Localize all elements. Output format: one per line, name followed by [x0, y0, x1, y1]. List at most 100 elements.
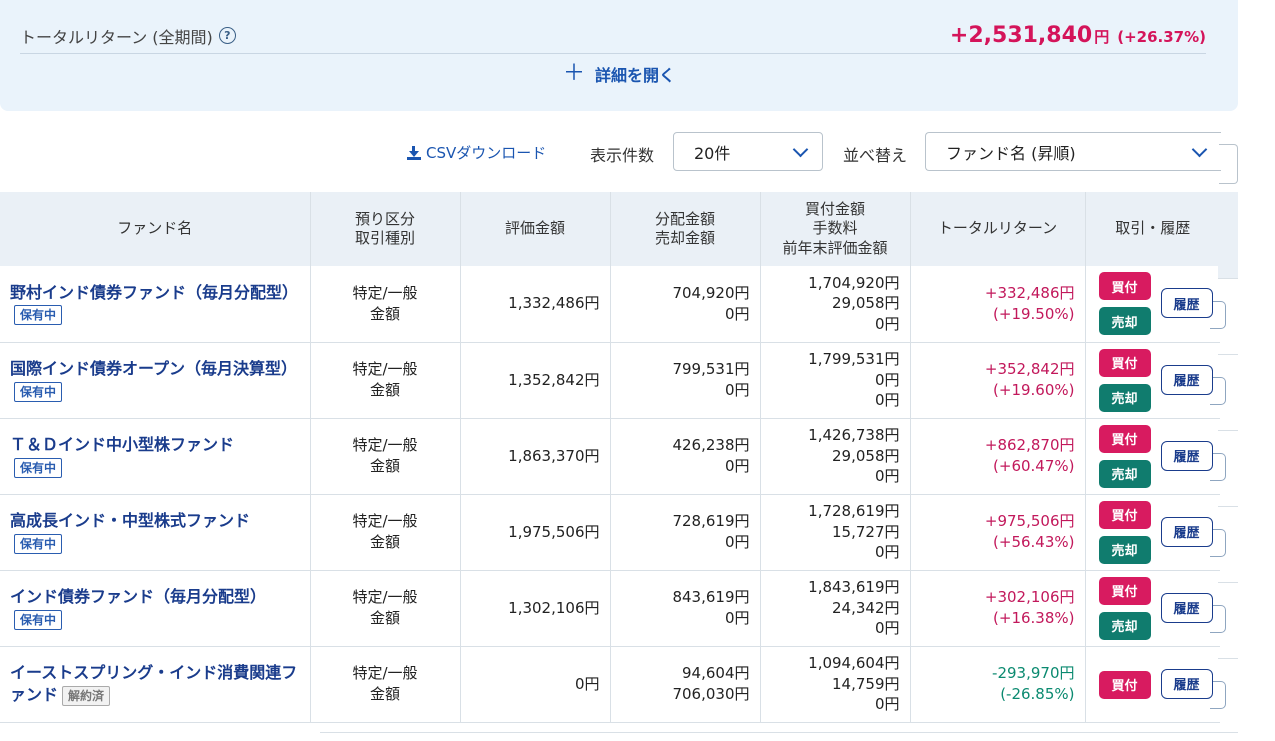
display-count-select[interactable]: 20件: [673, 132, 823, 171]
fund-name-link[interactable]: 国際インド債券オープン（毎月決算型）: [10, 359, 298, 379]
buy-button[interactable]: 買付: [1098, 272, 1151, 300]
sort-value: ファンド名 (昇順): [946, 143, 1076, 163]
header-account-type[interactable]: 預り区分 取引種別: [310, 192, 461, 266]
valuation-cell: 1,332,486円: [460, 266, 611, 343]
total-return-row: トータルリターン (全期間) ? +2,531,840 円 (+26.37%): [20, 18, 1206, 54]
total-return-label-wrap: トータルリターン (全期間) ?: [20, 24, 236, 48]
status-badge: 保有中: [14, 533, 63, 554]
fund-name-link[interactable]: Ｔ＆Ｄインド中小型株ファンド: [10, 435, 235, 455]
fund-table-container: ファンド名 預り区分 取引種別 評価金額 分配金額 売却金額 買付金額 手数料 前年末評…: [0, 192, 1220, 741]
fund-name-cell: インド債券ファンド（毎月分配型） 保有中: [0, 570, 311, 647]
total-return-summary: トータルリターン (全期間) ? +2,531,840 円 (+26.37%) …: [0, 0, 1238, 111]
total-return-value: +2,531,840 円 (+26.37%): [950, 23, 1206, 48]
table-header-row: ファンド名 預り区分 取引種別 評価金額 分配金額 売却金額 買付金額 手数料 前年末評…: [0, 192, 1220, 266]
overflow-header: [1218, 192, 1238, 278]
fund-name-link[interactable]: 高成長インド・中型株式ファンド: [10, 511, 251, 531]
history-button[interactable]: 履歴: [1160, 440, 1213, 471]
history-button[interactable]: 履歴: [1160, 288, 1213, 318]
overflow-divider: [1218, 278, 1238, 279]
sell-button[interactable]: 売却: [1098, 383, 1151, 412]
account-type-cell: 特定/一般 金額: [310, 646, 461, 723]
buy-button[interactable]: 買付: [1098, 424, 1151, 453]
fund-name-link[interactable]: イーストスプリング・インド消費関連ファンド: [10, 663, 298, 704]
help-icon[interactable]: ?: [218, 27, 236, 44]
valuation-cell: 1,302,106円: [460, 570, 611, 647]
account-type-cell: 特定/一般 金額: [310, 418, 461, 495]
actions-cell: 買付 売却 履歴: [1085, 418, 1220, 495]
status-badge: 保有中: [14, 305, 63, 326]
fund-name-cell: 高成長インド・中型株式ファンド 保有中: [0, 494, 311, 571]
sell-button[interactable]: 売却: [1098, 535, 1151, 564]
history-button[interactable]: 履歴: [1160, 364, 1213, 395]
header-purchase[interactable]: 買付金額 手数料 前年末評価金額: [760, 192, 911, 266]
open-details-button[interactable]: ＋ 詳細を開く: [0, 62, 1238, 86]
chevron-down-icon: [1191, 141, 1208, 158]
overflow-edge: [1218, 192, 1238, 741]
fund-name-cell: 国際インド債券オープン（毎月決算型）保有中: [0, 342, 311, 419]
overflow-divider: [1218, 430, 1238, 431]
list-toolbar: CSVダウンロード 表示件数 20件 並べ替え ファンド名 (昇順): [0, 132, 1275, 184]
valuation-cell: 0円: [460, 646, 611, 723]
sell-button[interactable]: 売却: [1098, 459, 1151, 488]
valuation-cell: 1,352,842円: [460, 342, 611, 419]
sort-select-overflow-edge: [1219, 144, 1238, 184]
account-type-cell: 特定/一般 金額: [310, 494, 461, 571]
overflow-divider: [1218, 354, 1238, 355]
sell-button[interactable]: 売却: [1098, 611, 1151, 640]
buy-button[interactable]: 買付: [1098, 500, 1151, 529]
download-icon: [406, 145, 422, 161]
actions-cell: 買付 売却 履歴: [1085, 494, 1220, 571]
csv-download-label: CSVダウンロード: [426, 144, 547, 162]
total-return-cell: +332,486円 (+19.50%): [910, 266, 1086, 343]
actions-cell: 買付 履歴: [1085, 646, 1220, 723]
header-distribution[interactable]: 分配金額 売却金額: [610, 192, 761, 266]
total-return-cell: +302,106円 (+16.38%): [910, 570, 1086, 647]
fund-name-link[interactable]: 野村インド債券ファンド（毎月分配型）: [10, 283, 299, 303]
table-row: イーストスプリング・インド消費関連ファンド 解約済 特定/一般 金額 0円 94,6…: [0, 646, 1220, 723]
total-return-cell: +975,506円 (+56.43%): [910, 494, 1086, 571]
fund-name-link[interactable]: インド債券ファンド（毎月分配型）: [10, 587, 267, 607]
status-badge: 保有中: [14, 609, 63, 630]
total-return-cell: +352,842円 (+19.60%): [910, 342, 1086, 419]
buy-button[interactable]: 買付: [1098, 670, 1151, 699]
valuation-cell: 1,975,506円: [460, 494, 611, 571]
status-badge: 保有中: [14, 381, 63, 402]
sort-label: 並べ替え: [843, 146, 908, 165]
distribution-cell: 843,619円 0円: [610, 570, 761, 647]
open-details-label: 詳細を開く: [595, 66, 676, 85]
display-count-value: 20件: [694, 143, 731, 163]
distribution-cell: 704,920円 0円: [610, 266, 761, 343]
fund-name-cell: Ｔ＆Ｄインド中小型株ファンド 保有中: [0, 418, 311, 495]
status-badge: 解約済: [62, 685, 111, 706]
chevron-down-icon: [792, 141, 809, 158]
header-valuation[interactable]: 評価金額: [460, 192, 611, 266]
history-button[interactable]: 履歴: [1160, 668, 1213, 699]
header-fund-name[interactable]: ファンド名: [0, 192, 311, 266]
buy-button[interactable]: 買付: [1098, 348, 1151, 377]
sell-button[interactable]: 売却: [1098, 307, 1151, 335]
overflow-divider: [320, 732, 1238, 733]
status-badge: 保有中: [14, 457, 63, 478]
purchase-cell: 1,799,531円 0円 0円: [760, 342, 911, 419]
sort-select[interactable]: ファンド名 (昇順): [925, 132, 1221, 171]
account-type-cell: 特定/一般 金額: [310, 266, 461, 343]
history-button[interactable]: 履歴: [1160, 592, 1213, 623]
account-type-cell: 特定/一般 金額: [310, 342, 461, 419]
header-actions: 取引・履歴: [1085, 192, 1220, 266]
account-type-cell: 特定/一般 金額: [310, 570, 461, 647]
total-return-amount: +2,531,840: [949, 23, 1093, 48]
header-total-return[interactable]: トータルリターン: [910, 192, 1086, 266]
buy-button[interactable]: 買付: [1098, 576, 1151, 605]
csv-download-link[interactable]: CSVダウンロード: [406, 142, 546, 163]
purchase-cell: 1,843,619円 24,342円 0円: [760, 570, 911, 647]
overflow-divider: [1218, 658, 1238, 659]
total-return-cell: +862,870円 (+60.47%): [910, 418, 1086, 495]
actions-cell: 買付 売却 履歴: [1085, 342, 1220, 419]
table-row: インド債券ファンド（毎月分配型） 保有中 特定/一般 金額 1,302,106円 8…: [0, 570, 1220, 647]
distribution-cell: 94,604円 706,030円: [610, 646, 761, 723]
total-return-unit: 円: [1094, 28, 1110, 46]
fund-table: ファンド名 預り区分 取引種別 評価金額 分配金額 売却金額 買付金額 手数料 前年末評…: [0, 192, 1220, 723]
total-return-cell: -293,970円 (-26.85%): [910, 646, 1086, 723]
table-row: 野村インド債券ファンド（毎月分配型）保有中 特定/一般 金額 1,332,486円…: [0, 266, 1220, 343]
history-button[interactable]: 履歴: [1160, 516, 1213, 547]
